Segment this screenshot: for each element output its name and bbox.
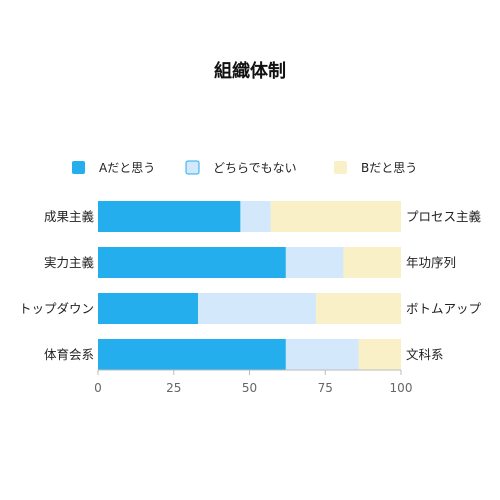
bars: [98, 201, 401, 370]
legend-label: Aだと思う: [99, 161, 155, 175]
legend-item[interactable]: どちらでもない: [185, 160, 297, 175]
right-category-label: 年功序列: [406, 255, 456, 270]
bar-segment[interactable]: [98, 201, 241, 232]
legend-swatch: [185, 160, 200, 175]
bar-segment[interactable]: [358, 339, 401, 370]
category-label: 実力主義: [44, 255, 95, 270]
bar-segment[interactable]: [98, 339, 286, 370]
category-label: トップダウン: [19, 301, 94, 316]
x-axis: 0 25 50 75 100: [94, 369, 413, 395]
right-category-label: ボトムアップ: [406, 301, 482, 316]
right-category-label: プロセス主義: [406, 209, 482, 224]
bar-segment[interactable]: [240, 201, 271, 232]
legend-item[interactable]: Bだと思う: [334, 161, 417, 175]
legend-item[interactable]: Aだと思う: [72, 161, 155, 175]
x-tick-label: 50: [242, 381, 257, 395]
legend-label: Bだと思う: [361, 161, 417, 175]
bar-segment[interactable]: [197, 293, 317, 324]
x-tick-label: 0: [94, 381, 102, 395]
bar-segment[interactable]: [285, 247, 344, 278]
bar-segment[interactable]: [343, 247, 401, 278]
bar-segment[interactable]: [270, 201, 401, 232]
x-tick-label: 100: [390, 381, 413, 395]
legend: Aだと思う どちらでもない Bだと思う: [72, 160, 417, 175]
category-label: 体育会系: [44, 347, 94, 362]
legend-swatch: [334, 161, 347, 174]
bar-segment[interactable]: [316, 293, 401, 324]
legend-label: どちらでもない: [213, 161, 297, 175]
category-label: 成果主義: [44, 209, 95, 224]
x-tick-label: 25: [166, 381, 181, 395]
bar-segment[interactable]: [98, 247, 286, 278]
bar-segment[interactable]: [98, 293, 198, 324]
right-category-label: 文科系: [406, 347, 444, 362]
bar-segment[interactable]: [285, 339, 359, 370]
chart-title: 組織体制: [214, 60, 286, 82]
x-tick-label: 75: [318, 381, 333, 395]
legend-swatch: [72, 161, 85, 174]
